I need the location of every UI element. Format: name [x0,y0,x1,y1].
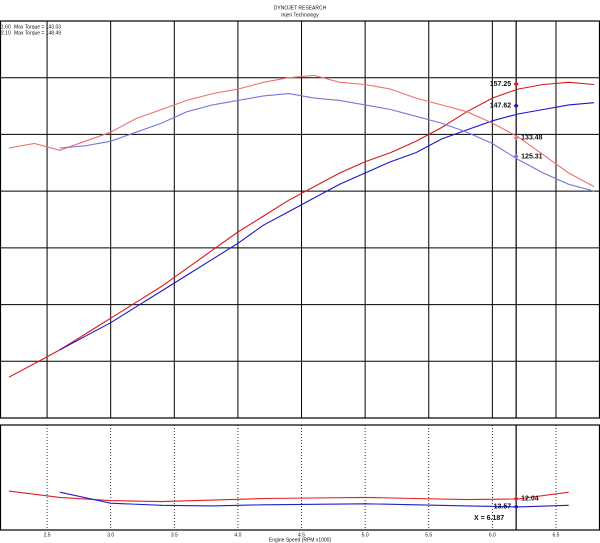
x-tick-label: 6.5 [553,532,560,538]
cursor-label: X = 6.187 [474,515,504,522]
x-tick-label: 2.5 [44,532,51,538]
cursor-marker [513,504,519,510]
cursor-marker [513,103,519,109]
cursor-value-label: 157.25 [490,81,512,88]
series-line [59,102,595,351]
x-tick-label: 4.0 [234,532,241,538]
series-line [8,81,595,378]
chart-subtitle: Injen Technology [281,12,319,18]
cursor-marker [513,153,519,159]
x-tick-label: 5.5 [425,532,432,538]
note-id: 2.10 [1,30,11,36]
cursor-value-label: 147.62 [490,103,512,110]
series-line [59,491,569,508]
note-text: Max Torque = 143.03 [14,24,61,30]
lower-frame [0,424,600,531]
cursor-value-label: 12.04 [521,496,539,503]
cursor-value-label: 125.31 [521,153,543,160]
x-tick-label: 3.0 [107,532,114,538]
series-line [59,93,595,192]
cursor-value-label: 133.48 [521,135,543,142]
cursor-marker [513,81,519,87]
chart-title: DYNOJET RESEARCH [274,5,327,11]
x-tick-label: 4.5 [298,532,305,538]
x-tick-label: 5.0 [362,532,369,538]
note-text: Max Torque = 148.49 [14,30,61,36]
cursor-value-label: 13.57 [494,504,512,511]
x-tick-label: 6.0 [489,532,496,538]
x-tick-label: 3.5 [171,532,178,538]
series-line [8,490,569,503]
x-axis-label: Engine Speed (RPM x1000) [269,537,332,543]
series-line [8,74,595,188]
cursor-marker [513,135,519,141]
cursor-marker [513,496,519,502]
note-id: 1.60 [1,24,11,30]
